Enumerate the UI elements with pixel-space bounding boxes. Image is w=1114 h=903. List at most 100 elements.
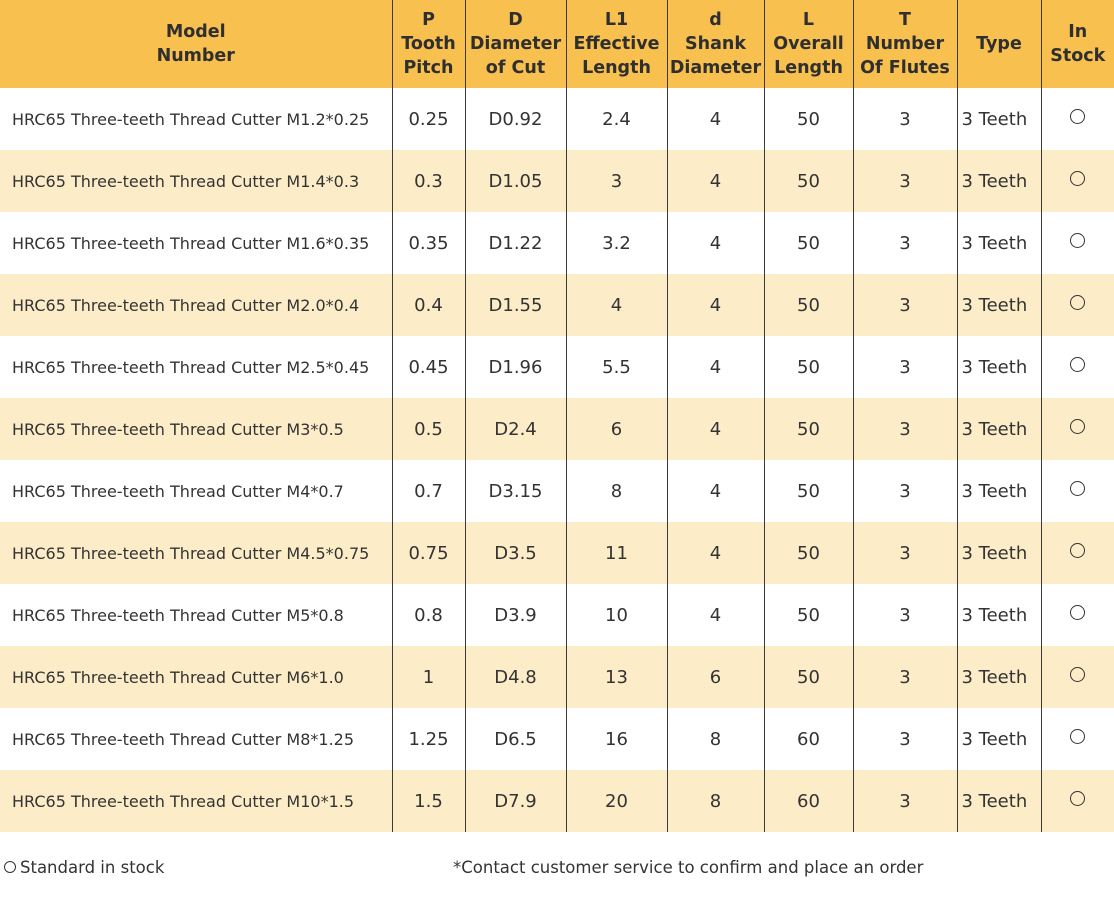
cell-overall-length: 50 [764,584,854,646]
cell-pitch: 0.3 [392,150,466,212]
circle-outline-icon [1070,667,1086,682]
circle-outline-icon [1070,357,1086,372]
cell-flutes: 3 [853,398,958,460]
header-shank-diameter: d Shank Diameter [667,0,765,88]
table-header-row: Model Number P Tooth Pitch D Diameter of Cut … [0,0,1114,88]
cell-effective-length: 13 [566,646,668,708]
cell-diameter: D4.8 [465,646,567,708]
circle-outline-icon [1070,791,1086,806]
cell-diameter: D6.5 [465,708,567,770]
cell-diameter: D1.55 [465,274,567,336]
cell-flutes: 3 [853,88,958,150]
cell-overall-length: 50 [764,460,854,522]
cell-pitch: 0.4 [392,274,466,336]
table-row: HRC65 Three-teeth Thread Cutter M2.5*0.4… [0,336,1114,398]
table-row: HRC65 Three-teeth Thread Cutter M8*1.25 … [0,708,1114,770]
cell-effective-length: 8 [566,460,668,522]
cell-overall-length: 50 [764,522,854,584]
footer: Standard in stock *Contact customer serv… [0,858,1114,886]
cell-diameter: D1.05 [465,150,567,212]
table-row: HRC65 Three-teeth Thread Cutter M1.6*0.3… [0,212,1114,274]
cell-in-stock [1041,150,1114,212]
circle-outline-icon [1070,605,1086,620]
cell-type: 3 Teeth [957,212,1042,274]
cell-shank-diameter: 4 [667,88,765,150]
circle-outline-icon [4,861,16,873]
cell-model: HRC65 Three-teeth Thread Cutter M4*0.7 [0,460,393,522]
cell-in-stock [1041,770,1114,832]
cell-effective-length: 20 [566,770,668,832]
table-row: HRC65 Three-teeth Thread Cutter M1.4*0.3… [0,150,1114,212]
circle-outline-icon [1070,171,1086,186]
cell-in-stock [1041,584,1114,646]
cell-model: HRC65 Three-teeth Thread Cutter M6*1.0 [0,646,393,708]
cell-overall-length: 60 [764,708,854,770]
cell-overall-length: 50 [764,646,854,708]
cell-effective-length: 4 [566,274,668,336]
cell-type: 3 Teeth [957,522,1042,584]
cell-shank-diameter: 8 [667,770,765,832]
cell-effective-length: 16 [566,708,668,770]
cell-diameter: D7.9 [465,770,567,832]
cell-type: 3 Teeth [957,770,1042,832]
circle-outline-icon [1070,481,1086,496]
header-diameter-of-cut: D Diameter of Cut [465,0,567,88]
cell-shank-diameter: 8 [667,708,765,770]
cell-shank-diameter: 4 [667,522,765,584]
circle-outline-icon [1070,419,1086,434]
cell-overall-length: 50 [764,212,854,274]
cell-diameter: D1.22 [465,212,567,274]
header-number-of-flutes: T Number Of Flutes [853,0,958,88]
header-type: Type [957,0,1042,88]
cell-effective-length: 2.4 [566,88,668,150]
cell-effective-length: 10 [566,584,668,646]
table-body: HRC65 Three-teeth Thread Cutter M1.2*0.2… [0,88,1114,832]
cell-model: HRC65 Three-teeth Thread Cutter M2.0*0.4 [0,274,393,336]
cell-pitch: 0.35 [392,212,466,274]
legend-text: Standard in stock [20,858,165,877]
cell-shank-diameter: 6 [667,646,765,708]
table-row: HRC65 Three-teeth Thread Cutter M2.0*0.4… [0,274,1114,336]
header-in-stock: In Stock [1041,0,1114,88]
cell-type: 3 Teeth [957,460,1042,522]
cell-in-stock [1041,398,1114,460]
cell-shank-diameter: 4 [667,274,765,336]
cell-model: HRC65 Three-teeth Thread Cutter M5*0.8 [0,584,393,646]
cell-diameter: D3.5 [465,522,567,584]
cell-overall-length: 50 [764,398,854,460]
cell-shank-diameter: 4 [667,584,765,646]
circle-outline-icon [1070,109,1086,124]
cell-model: HRC65 Three-teeth Thread Cutter M1.6*0.3… [0,212,393,274]
cell-in-stock [1041,522,1114,584]
cell-type: 3 Teeth [957,584,1042,646]
header-tooth-pitch: P Tooth Pitch [392,0,466,88]
cell-diameter: D3.15 [465,460,567,522]
cell-shank-diameter: 4 [667,336,765,398]
cell-shank-diameter: 4 [667,212,765,274]
cell-in-stock [1041,708,1114,770]
cell-in-stock [1041,460,1114,522]
header-effective-length: L1 Effective Length [566,0,668,88]
cell-model: HRC65 Three-teeth Thread Cutter M1.2*0.2… [0,88,393,150]
cell-flutes: 3 [853,460,958,522]
cell-in-stock [1041,274,1114,336]
order-note: *Contact customer service to confirm and… [453,858,924,877]
cell-effective-length: 5.5 [566,336,668,398]
cell-type: 3 Teeth [957,274,1042,336]
cell-flutes: 3 [853,336,958,398]
cell-flutes: 3 [853,212,958,274]
cell-effective-length: 11 [566,522,668,584]
cell-in-stock [1041,336,1114,398]
circle-outline-icon [1070,543,1086,558]
cell-diameter: D2.4 [465,398,567,460]
cell-model: HRC65 Three-teeth Thread Cutter M1.4*0.3 [0,150,393,212]
spec-table: Model Number P Tooth Pitch D Diameter of Cut … [0,0,1114,832]
circle-outline-icon [1070,295,1086,310]
cell-shank-diameter: 4 [667,150,765,212]
cell-flutes: 3 [853,522,958,584]
cell-shank-diameter: 4 [667,398,765,460]
cell-flutes: 3 [853,646,958,708]
cell-type: 3 Teeth [957,646,1042,708]
cell-overall-length: 60 [764,770,854,832]
cell-pitch: 0.75 [392,522,466,584]
